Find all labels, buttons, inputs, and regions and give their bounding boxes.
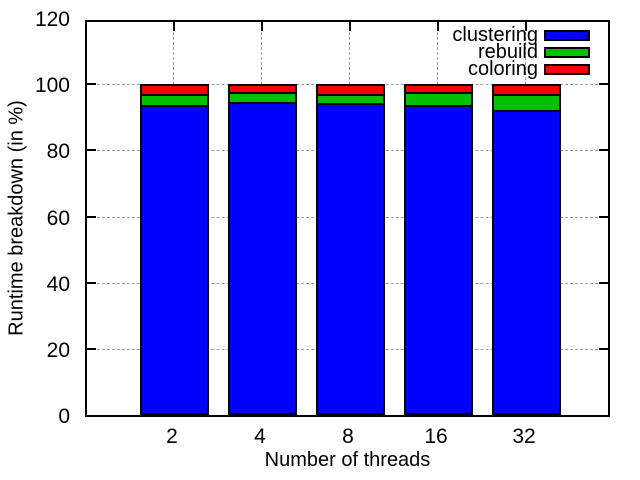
bar-segment-coloring [141, 86, 207, 96]
bar-8 [315, 84, 385, 415]
y-tick-mark-right [599, 149, 608, 152]
y-tick-label: 120 [34, 8, 70, 31]
y-tick-label: 60 [46, 206, 70, 230]
bar-segment-rebuild [405, 94, 471, 107]
bar-4 [227, 84, 297, 415]
x-axis-label: Number of threads [264, 449, 431, 471]
bar-32 [491, 84, 561, 415]
bar-segment-coloring [405, 86, 471, 95]
bar-segment-coloring [229, 86, 295, 95]
y-tick-mark-left [87, 83, 96, 86]
plot-area [85, 20, 610, 417]
y-tick-label: 0 [58, 405, 70, 428]
legend-row-coloring: coloring [452, 58, 590, 80]
y-tick-label: 80 [46, 140, 70, 164]
x-tick-mark-top [437, 22, 439, 31]
x-tick-label: 16 [424, 425, 448, 448]
legend: clustering rebuild coloring [452, 24, 590, 80]
bar-segment-rebuild [229, 94, 295, 104]
legend-label-rebuild: rebuild [477, 41, 538, 63]
y-tick-mark-left [87, 281, 96, 284]
y-tick-label: 100 [34, 74, 70, 98]
x-tick-mark-top [525, 22, 527, 31]
x-tick-label: 4 [254, 425, 266, 448]
x-tick-label: 2 [166, 425, 178, 448]
y-tick-label: 40 [46, 272, 70, 296]
legend-key-coloring-swatch [544, 64, 590, 75]
x-tick-mark-top [261, 22, 263, 31]
y-tick-mark-right [599, 215, 608, 218]
legend-label-clustering: clustering [452, 24, 538, 46]
x-tick-label: 8 [342, 425, 354, 448]
bar-segment-rebuild [317, 95, 383, 106]
legend-key-rebuild-swatch [544, 47, 590, 58]
bar-segment-coloring [317, 86, 383, 96]
x-tick-label: 32 [512, 425, 536, 448]
legend-row-clustering: clustering [452, 24, 590, 46]
bar-2 [139, 84, 209, 415]
legend-label-coloring: coloring [467, 58, 538, 80]
bar-segment-coloring [493, 86, 559, 96]
y-tick-mark-right [599, 347, 608, 350]
bar-segment-rebuild [493, 95, 559, 112]
x-tick-mark-top [349, 22, 351, 31]
bar-16 [403, 84, 473, 415]
y-tick-label: 20 [46, 338, 70, 362]
y-tick-mark-right [599, 281, 608, 284]
legend-key-clustering-swatch [544, 30, 590, 41]
x-tick-mark-top [173, 22, 175, 31]
bar-segment-rebuild [141, 95, 207, 107]
y-tick-mark-left [87, 149, 96, 152]
legend-row-rebuild: rebuild [452, 41, 590, 63]
y-tick-mark-left [87, 215, 96, 218]
y-tick-mark-right [599, 83, 608, 86]
y-tick-mark-left [87, 347, 96, 350]
